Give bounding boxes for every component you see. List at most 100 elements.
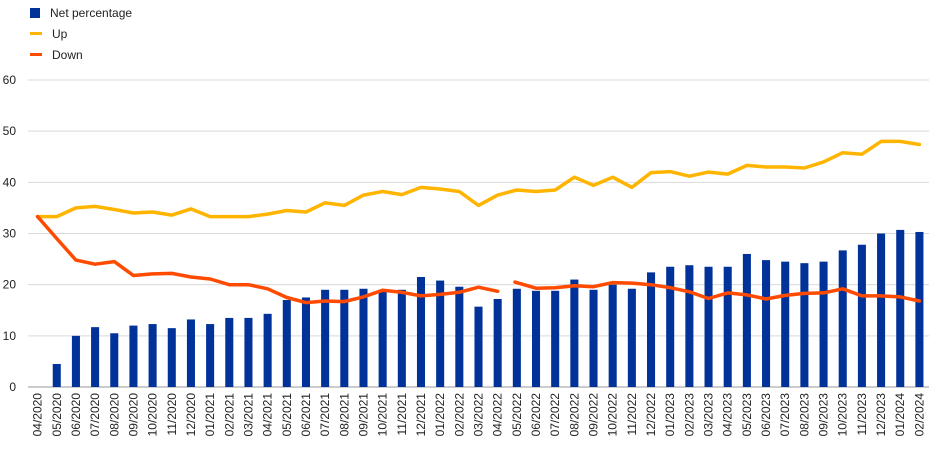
bar-net-percentage	[263, 313, 272, 387]
x-tick-label: 06/2022	[529, 393, 543, 437]
bar-net-percentage	[877, 233, 886, 387]
x-tick-label: 11/2020	[165, 393, 179, 436]
x-tick-label: 10/2020	[146, 393, 160, 437]
bar-net-percentage	[206, 324, 215, 387]
x-tick-label: 08/2020	[107, 393, 121, 437]
x-tick-label: 12/2022	[644, 393, 658, 437]
bar-net-percentage	[225, 317, 234, 387]
legend-swatch-down	[30, 53, 42, 56]
y-tick-label: 60	[3, 73, 17, 87]
legend-swatch-net-percentage	[30, 7, 40, 18]
x-tick-label: 01/2024	[893, 393, 907, 437]
bar-net-percentage	[378, 289, 387, 387]
x-tick-label: 10/2021	[376, 393, 390, 437]
legend-item-down: Down	[30, 44, 132, 65]
bar-net-percentage	[915, 231, 924, 387]
bar-net-percentage	[493, 298, 502, 387]
bar-net-percentage	[781, 261, 790, 387]
x-tick-label: 04/2020	[31, 393, 45, 437]
x-tick-label: 07/2022	[548, 393, 562, 437]
bar-net-percentage	[723, 266, 732, 387]
x-tick-label: 02/2022	[452, 393, 466, 437]
bar-net-percentage	[359, 288, 368, 387]
bar-net-percentage	[819, 261, 828, 387]
x-tick-label: 04/2023	[721, 393, 735, 437]
line-up-segment-0	[35, 139, 922, 219]
x-tick-label: 03/2021	[242, 393, 256, 437]
x-axis-ticks: 04/2020 05/2020 06/2020 07/2020 08/2020 09/20…	[31, 393, 927, 437]
x-tick-label: 08/2022	[567, 393, 581, 437]
bar-net-percentage	[167, 328, 176, 387]
net-percentage-bars	[52, 229, 924, 387]
bar-net-percentage	[110, 333, 119, 387]
x-tick-label: 09/2022	[587, 393, 601, 437]
x-tick-label: 03/2022	[472, 393, 486, 437]
bar-net-percentage	[186, 319, 195, 387]
bar-net-percentage	[301, 297, 310, 387]
x-tick-label: 06/2020	[69, 393, 83, 437]
bar-net-percentage	[148, 324, 157, 387]
bar-net-percentage	[512, 288, 521, 387]
gridlines	[28, 79, 929, 388]
legend-label-net-percentage: Net percentage	[50, 5, 133, 20]
x-tick-label: 12/2023	[874, 393, 888, 437]
bar-net-percentage	[608, 284, 617, 387]
legend-item-net-percentage: Net percentage	[30, 2, 132, 23]
y-tick-label: 40	[3, 175, 17, 189]
x-tick-label: 01/2023	[663, 393, 677, 437]
x-tick-label: 08/2021	[337, 393, 351, 437]
bar-net-percentage	[436, 280, 445, 387]
y-tick-label: 0	[9, 380, 16, 394]
y-tick-label: 20	[3, 278, 17, 292]
bar-net-percentage	[551, 290, 560, 387]
x-tick-label: 06/2021	[299, 393, 313, 437]
bar-net-percentage	[589, 289, 598, 387]
y-axis-ticks: 0 10 20 30 40 50 60	[3, 73, 17, 394]
legend-swatch-up	[30, 32, 42, 35]
bar-net-percentage	[685, 265, 694, 387]
bar-net-percentage	[896, 229, 905, 387]
bar-net-percentage	[71, 335, 80, 387]
line-down-segment-1	[513, 280, 922, 303]
x-tick-label: 02/2023	[682, 393, 696, 437]
legend-label-down: Down	[52, 47, 83, 62]
bar-net-percentage	[282, 300, 291, 387]
x-tick-label: 06/2023	[759, 393, 773, 437]
x-tick-label: 05/2021	[280, 393, 294, 437]
x-tick-label: 02/2021	[222, 393, 236, 437]
x-tick-label: 05/2020	[50, 393, 64, 437]
x-tick-label: 07/2021	[318, 393, 332, 437]
series-lines	[35, 139, 922, 305]
x-tick-label: 09/2020	[126, 393, 140, 437]
y-tick-label: 30	[3, 227, 17, 241]
bar-net-percentage	[474, 306, 483, 387]
bar-net-percentage	[666, 266, 675, 387]
x-tick-label: 12/2020	[184, 393, 198, 437]
bar-net-percentage	[52, 363, 61, 387]
x-tick-label: 10/2022	[606, 393, 620, 437]
line-down-segment-0	[35, 214, 500, 305]
bar-net-percentage	[340, 289, 349, 387]
x-tick-label: 01/2022	[433, 393, 447, 437]
y-tick-label: 10	[3, 329, 17, 343]
x-tick-label: 11/2021	[395, 393, 409, 436]
bar-net-percentage	[91, 327, 100, 387]
bar-net-percentage	[704, 266, 713, 387]
legend: Net percentage Up Down	[30, 2, 132, 65]
bar-net-percentage	[321, 289, 330, 387]
x-tick-label: 07/2020	[88, 393, 102, 437]
bar-net-percentage	[531, 290, 541, 387]
bar-net-percentage	[800, 263, 809, 387]
y-tick-label: 50	[3, 124, 17, 138]
bar-net-percentage	[627, 288, 636, 387]
x-tick-label: 11/2023	[855, 393, 869, 436]
bar-net-percentage	[857, 244, 866, 387]
bar-net-percentage	[838, 250, 847, 387]
legend-label-up: Up	[52, 26, 68, 41]
bar-net-percentage	[570, 279, 579, 387]
bar-net-percentage	[244, 317, 253, 387]
bar-net-percentage	[762, 260, 771, 387]
bar-net-percentage	[742, 253, 751, 387]
x-tick-label: 07/2023	[778, 393, 792, 437]
